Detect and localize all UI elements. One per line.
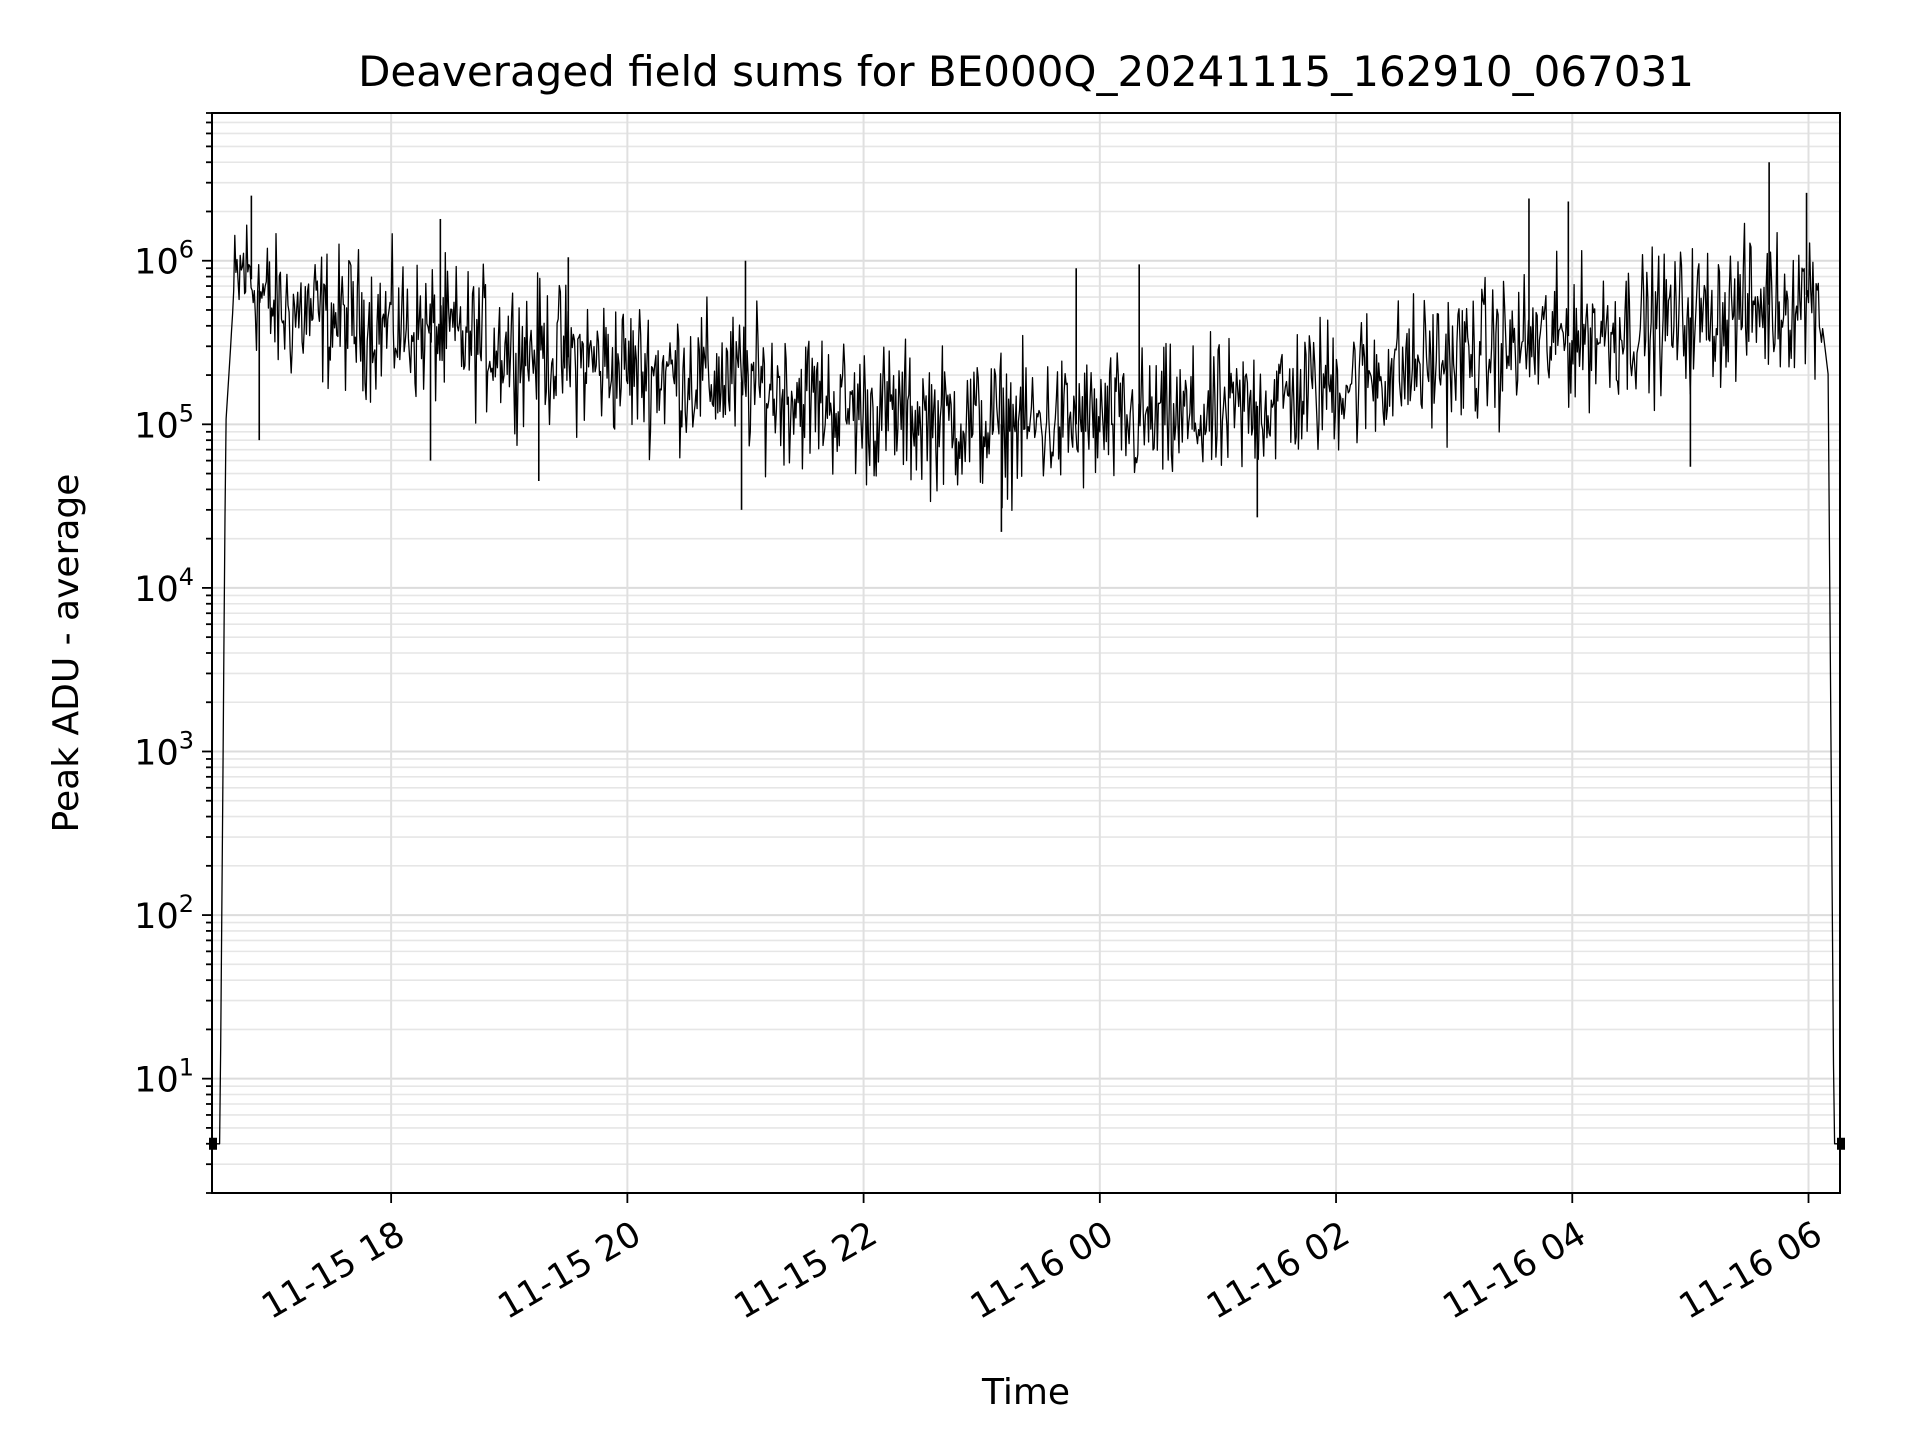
y-tick-label: 105 (134, 399, 194, 446)
chart-title: Deaveraged field sums for BE000Q_2024111… (358, 47, 1694, 96)
x-tick-label: 11-15 22 (728, 1214, 884, 1327)
grid (212, 112, 1840, 1194)
x-tick-label: 11-16 06 (1673, 1214, 1829, 1327)
x-axis-label: Time (981, 1372, 1070, 1413)
x-tick-label: 11-15 20 (492, 1214, 648, 1327)
x-axis: 11-15 18 11-15 20 11-15 22 11-16 00 11-16 02… (255, 1193, 1829, 1327)
x-tick-label: 11-16 02 (1200, 1214, 1356, 1327)
y-axis: 101 102 103 104 105 106 (134, 112, 212, 1194)
y-tick-label: 104 (134, 563, 194, 610)
x-tick-label: 11-16 00 (964, 1214, 1120, 1327)
y-axis-label: Peak ADU - average (46, 474, 87, 833)
x-tick-label: 11-15 18 (255, 1214, 411, 1327)
y-tick-label: 106 (134, 236, 194, 283)
series-line (212, 222, 1840, 1145)
y-tick-label: 103 (134, 726, 194, 773)
series (209, 162, 1845, 1150)
y-tick-label: 101 (134, 1054, 194, 1101)
x-tick-label: 11-16 04 (1436, 1214, 1592, 1327)
y-tick-label: 102 (134, 890, 194, 937)
